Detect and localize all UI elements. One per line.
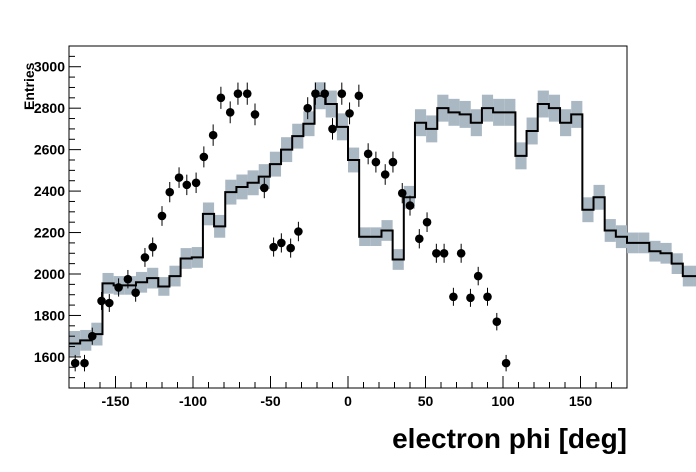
- data-point: [87, 331, 97, 341]
- data-point: [501, 358, 511, 368]
- data-point: [473, 271, 483, 281]
- data-point: [174, 173, 184, 182]
- data-point: [439, 248, 449, 258]
- data-point: [97, 296, 106, 306]
- x-tick-label: 0: [344, 393, 352, 409]
- data-point: [311, 89, 320, 98]
- data-point: [123, 274, 133, 284]
- data-point: [449, 292, 458, 302]
- axes: -150 -100 -50 0 50 100 150 1600 1800 2000 2200 2400…: [34, 45, 628, 409]
- data-point: [140, 253, 150, 262]
- x-tick-label: -100: [179, 393, 207, 409]
- data-point: [208, 130, 218, 140]
- data-point: [415, 234, 424, 244]
- data-point: [397, 188, 407, 198]
- data-point: [250, 110, 260, 119]
- data-point: [131, 288, 140, 297]
- data-point: [225, 108, 235, 117]
- data-point: [380, 170, 390, 179]
- y-tick-label: 2800: [34, 100, 65, 116]
- y-tick-label: 3000: [34, 59, 65, 75]
- data-point: [354, 91, 364, 101]
- data-point: [114, 283, 123, 292]
- data-point: [277, 238, 286, 248]
- data-point: [345, 109, 354, 118]
- data-point: [148, 242, 157, 252]
- data-point: [388, 157, 398, 167]
- data-point: [260, 183, 269, 193]
- data-point: [294, 227, 303, 236]
- data-point: [320, 89, 330, 98]
- x-tick-label: -150: [101, 393, 129, 409]
- y-axis-title: Entries: [21, 62, 37, 110]
- y-tick-label: 2600: [34, 142, 65, 158]
- data-point: [466, 293, 475, 303]
- data-points: [70, 82, 511, 372]
- data-point: [328, 124, 337, 134]
- data-point: [432, 248, 441, 258]
- histogram-step: [69, 94, 696, 345]
- data-point: [269, 242, 278, 252]
- data-point: [157, 211, 167, 221]
- data-point: [233, 89, 243, 98]
- data-point: [182, 180, 192, 190]
- data-point: [492, 317, 502, 326]
- data-point: [286, 243, 295, 253]
- data-point: [199, 152, 209, 162]
- x-tick-label: 100: [491, 393, 515, 409]
- data-point: [216, 93, 226, 103]
- data-point: [371, 157, 381, 167]
- data-point: [242, 89, 252, 98]
- data-point: [105, 298, 114, 308]
- y-tick-label: 1600: [34, 349, 65, 365]
- data-point: [80, 358, 89, 368]
- data-point: [165, 187, 175, 197]
- data-point: [337, 89, 347, 98]
- x-tick-label: -50: [260, 393, 280, 409]
- x-tick-label: 50: [418, 393, 434, 409]
- x-axis-title: electron phi [deg]: [392, 423, 627, 454]
- histogram-step-line: [69, 94, 696, 345]
- y-tick-label: 2000: [34, 266, 65, 282]
- data-point: [303, 103, 313, 113]
- data-point: [483, 292, 492, 302]
- y-tick-label: 1800: [34, 307, 65, 323]
- data-point: [70, 358, 80, 368]
- data-point: [405, 201, 415, 210]
- x-tick-label: 150: [569, 393, 593, 409]
- data-point: [422, 217, 432, 227]
- data-point: [363, 149, 373, 159]
- data-point: [456, 248, 466, 258]
- y-tick-label: 2200: [34, 225, 65, 241]
- y-tick-label: 2400: [34, 183, 65, 199]
- data-point: [191, 178, 201, 188]
